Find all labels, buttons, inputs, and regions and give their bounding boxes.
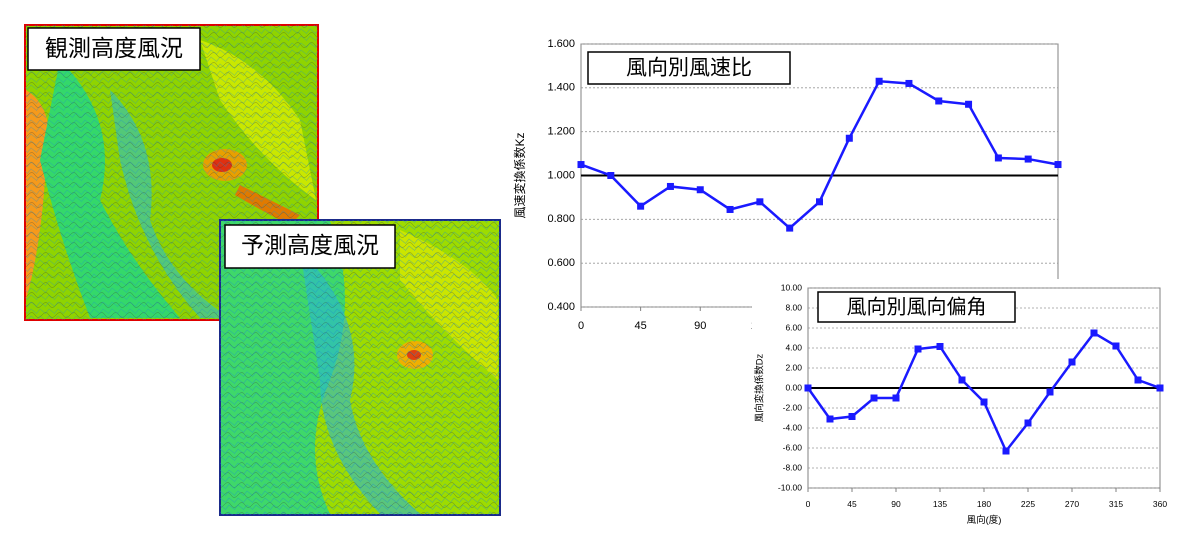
x-axis-label: 風向(度) xyxy=(967,514,1002,526)
data-point xyxy=(1090,329,1098,337)
chart: -10.00 -8.00 -6.00 -4.00 -2.00 0.00 2.00 4.00 6.… xyxy=(752,279,1182,537)
y-tick-label: 2.00 xyxy=(785,362,802,372)
x-tick-label: 0 xyxy=(806,499,811,509)
data-point xyxy=(637,202,645,210)
y-tick-label: 10.00 xyxy=(781,282,803,292)
data-point xyxy=(1054,161,1062,169)
y-axis-label: 風速変換係数Kz xyxy=(512,132,527,218)
data-point xyxy=(845,134,853,142)
x-tick-label: 45 xyxy=(847,499,857,509)
y-axis-label: 風向変換係数Dz xyxy=(754,353,766,422)
data-point xyxy=(696,186,704,194)
data-point xyxy=(965,100,973,108)
data-point xyxy=(994,154,1002,162)
x-tick-label: 90 xyxy=(891,499,901,509)
y-tick-label: -2.00 xyxy=(783,402,803,412)
y-tick-label: 1.200 xyxy=(547,126,575,138)
data-point xyxy=(1112,342,1120,350)
data-point xyxy=(848,413,856,420)
data-point xyxy=(1002,447,1010,455)
x-tick-label: 360 xyxy=(1153,499,1167,509)
chart-title: 風向別風向偏角 xyxy=(847,295,987,318)
data-point xyxy=(577,161,585,169)
x-tick-label: 315 xyxy=(1109,499,1123,509)
y-tick-label: 1.000 xyxy=(547,169,575,181)
data-point xyxy=(958,376,966,384)
data-point xyxy=(1024,155,1032,163)
data-point xyxy=(914,345,922,353)
data-point xyxy=(607,172,615,179)
data-point xyxy=(980,398,988,406)
y-tick-label: 1.600 xyxy=(547,38,575,50)
y-tick-label: 0.600 xyxy=(547,257,575,269)
y-tick-label: 0.400 xyxy=(547,301,575,313)
data-point xyxy=(1156,384,1164,392)
observed-map: 観測高度風況 xyxy=(24,24,319,321)
chart-title-box xyxy=(587,51,791,85)
y-tick-label: 0.800 xyxy=(547,213,575,225)
x-tick-label: 45 xyxy=(635,320,647,332)
x-tick-label: 135 xyxy=(933,499,947,509)
data-point xyxy=(892,394,900,402)
chart-title: 風向別風速比 xyxy=(626,57,752,80)
data-point xyxy=(1024,419,1032,427)
y-tick-label: -8.00 xyxy=(783,462,803,472)
y-tick-label: -4.00 xyxy=(783,422,803,432)
data-point xyxy=(726,205,734,213)
y-tick-label: 8.00 xyxy=(785,302,802,312)
data-point xyxy=(1046,388,1054,396)
chart-title-box xyxy=(817,291,1016,323)
x-tick-label: 0 xyxy=(578,320,584,332)
x-tick-label: 270 xyxy=(1065,499,1079,509)
data-point xyxy=(756,198,764,206)
x-tick-label: 90 xyxy=(694,320,706,332)
data-point xyxy=(786,224,794,232)
chart: 0.400 0.600 0.800 1.000 1.200 1.400 1.600 0 45 90… xyxy=(512,38,1067,332)
data-point xyxy=(666,182,674,190)
data-point xyxy=(936,343,944,350)
predicted-map: 予測高度風況 xyxy=(219,219,501,516)
y-tick-label: 0.00 xyxy=(785,382,802,392)
map-label: 予測高度風況 xyxy=(241,232,379,258)
data-point xyxy=(935,97,943,105)
data-point xyxy=(1068,358,1076,366)
y-tick-label: -10.00 xyxy=(778,482,802,492)
data-point xyxy=(826,415,834,423)
data-point xyxy=(804,384,812,392)
data-point xyxy=(905,79,913,87)
map-label: 観測高度風況 xyxy=(45,35,183,61)
data-point xyxy=(875,77,883,85)
x-tick-label: 180 xyxy=(977,499,991,509)
data-point xyxy=(870,394,878,402)
data-point xyxy=(1134,376,1142,384)
y-tick-label: 4.00 xyxy=(785,342,802,352)
x-tick-label: 225 xyxy=(1021,499,1035,509)
y-tick-label: -6.00 xyxy=(783,442,803,452)
y-tick-label: 6.00 xyxy=(785,322,802,332)
data-point xyxy=(816,198,823,206)
y-tick-label: 1.400 xyxy=(547,82,575,94)
